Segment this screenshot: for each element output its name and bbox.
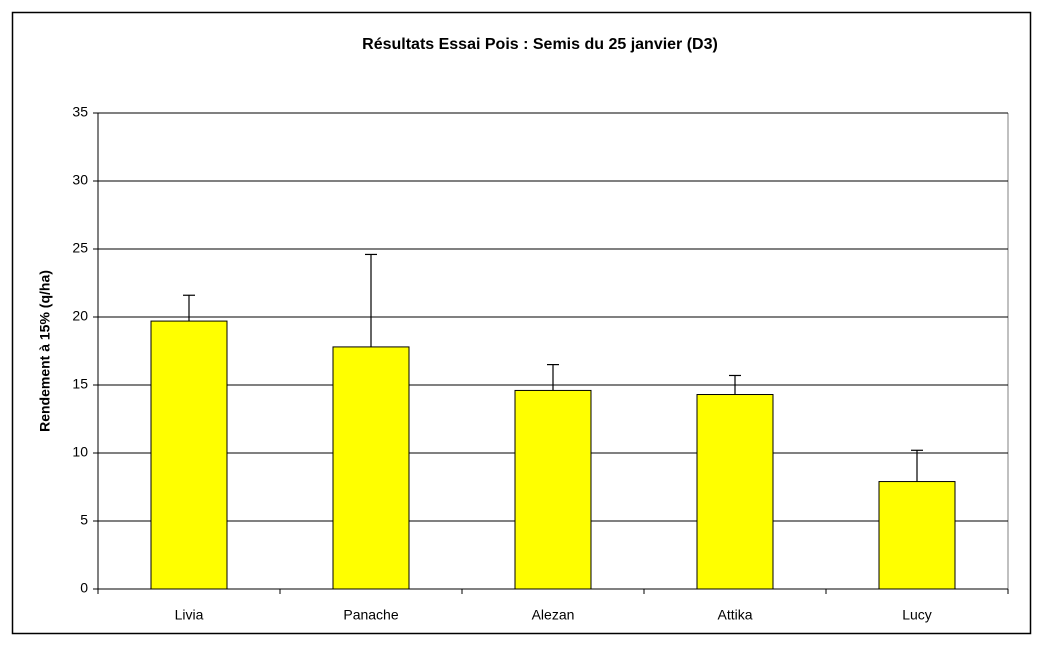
bar [878, 481, 956, 590]
bar [514, 389, 592, 590]
x-tick-label: Alezan [532, 607, 575, 623]
bar [150, 320, 228, 590]
y-tick-label: 25 [72, 240, 88, 256]
y-tick-label: 35 [72, 104, 88, 120]
error-bar [729, 374, 741, 395]
bar [332, 346, 410, 590]
y-tick-label: 0 [80, 580, 88, 596]
error-bar [365, 253, 377, 347]
y-axis-label: Rendement à 15% (q/ha) [37, 270, 53, 432]
y-tick-label: 30 [72, 172, 88, 188]
y-tick-label: 10 [72, 444, 88, 460]
x-tick-label: Attika [717, 607, 752, 623]
y-tick-label: 20 [72, 308, 88, 324]
error-bar [183, 294, 195, 322]
x-tick-label: Lucy [902, 607, 932, 623]
bar [696, 394, 774, 590]
chart-title: Résultats Essai Pois : Semis du 25 janvi… [362, 36, 718, 53]
error-bar [911, 449, 923, 482]
y-tick-label: 5 [80, 512, 88, 528]
y-tick-label: 15 [72, 376, 88, 392]
error-bar [547, 364, 559, 391]
x-tick-label: Panache [343, 607, 398, 623]
x-tick-label: Livia [175, 607, 204, 623]
